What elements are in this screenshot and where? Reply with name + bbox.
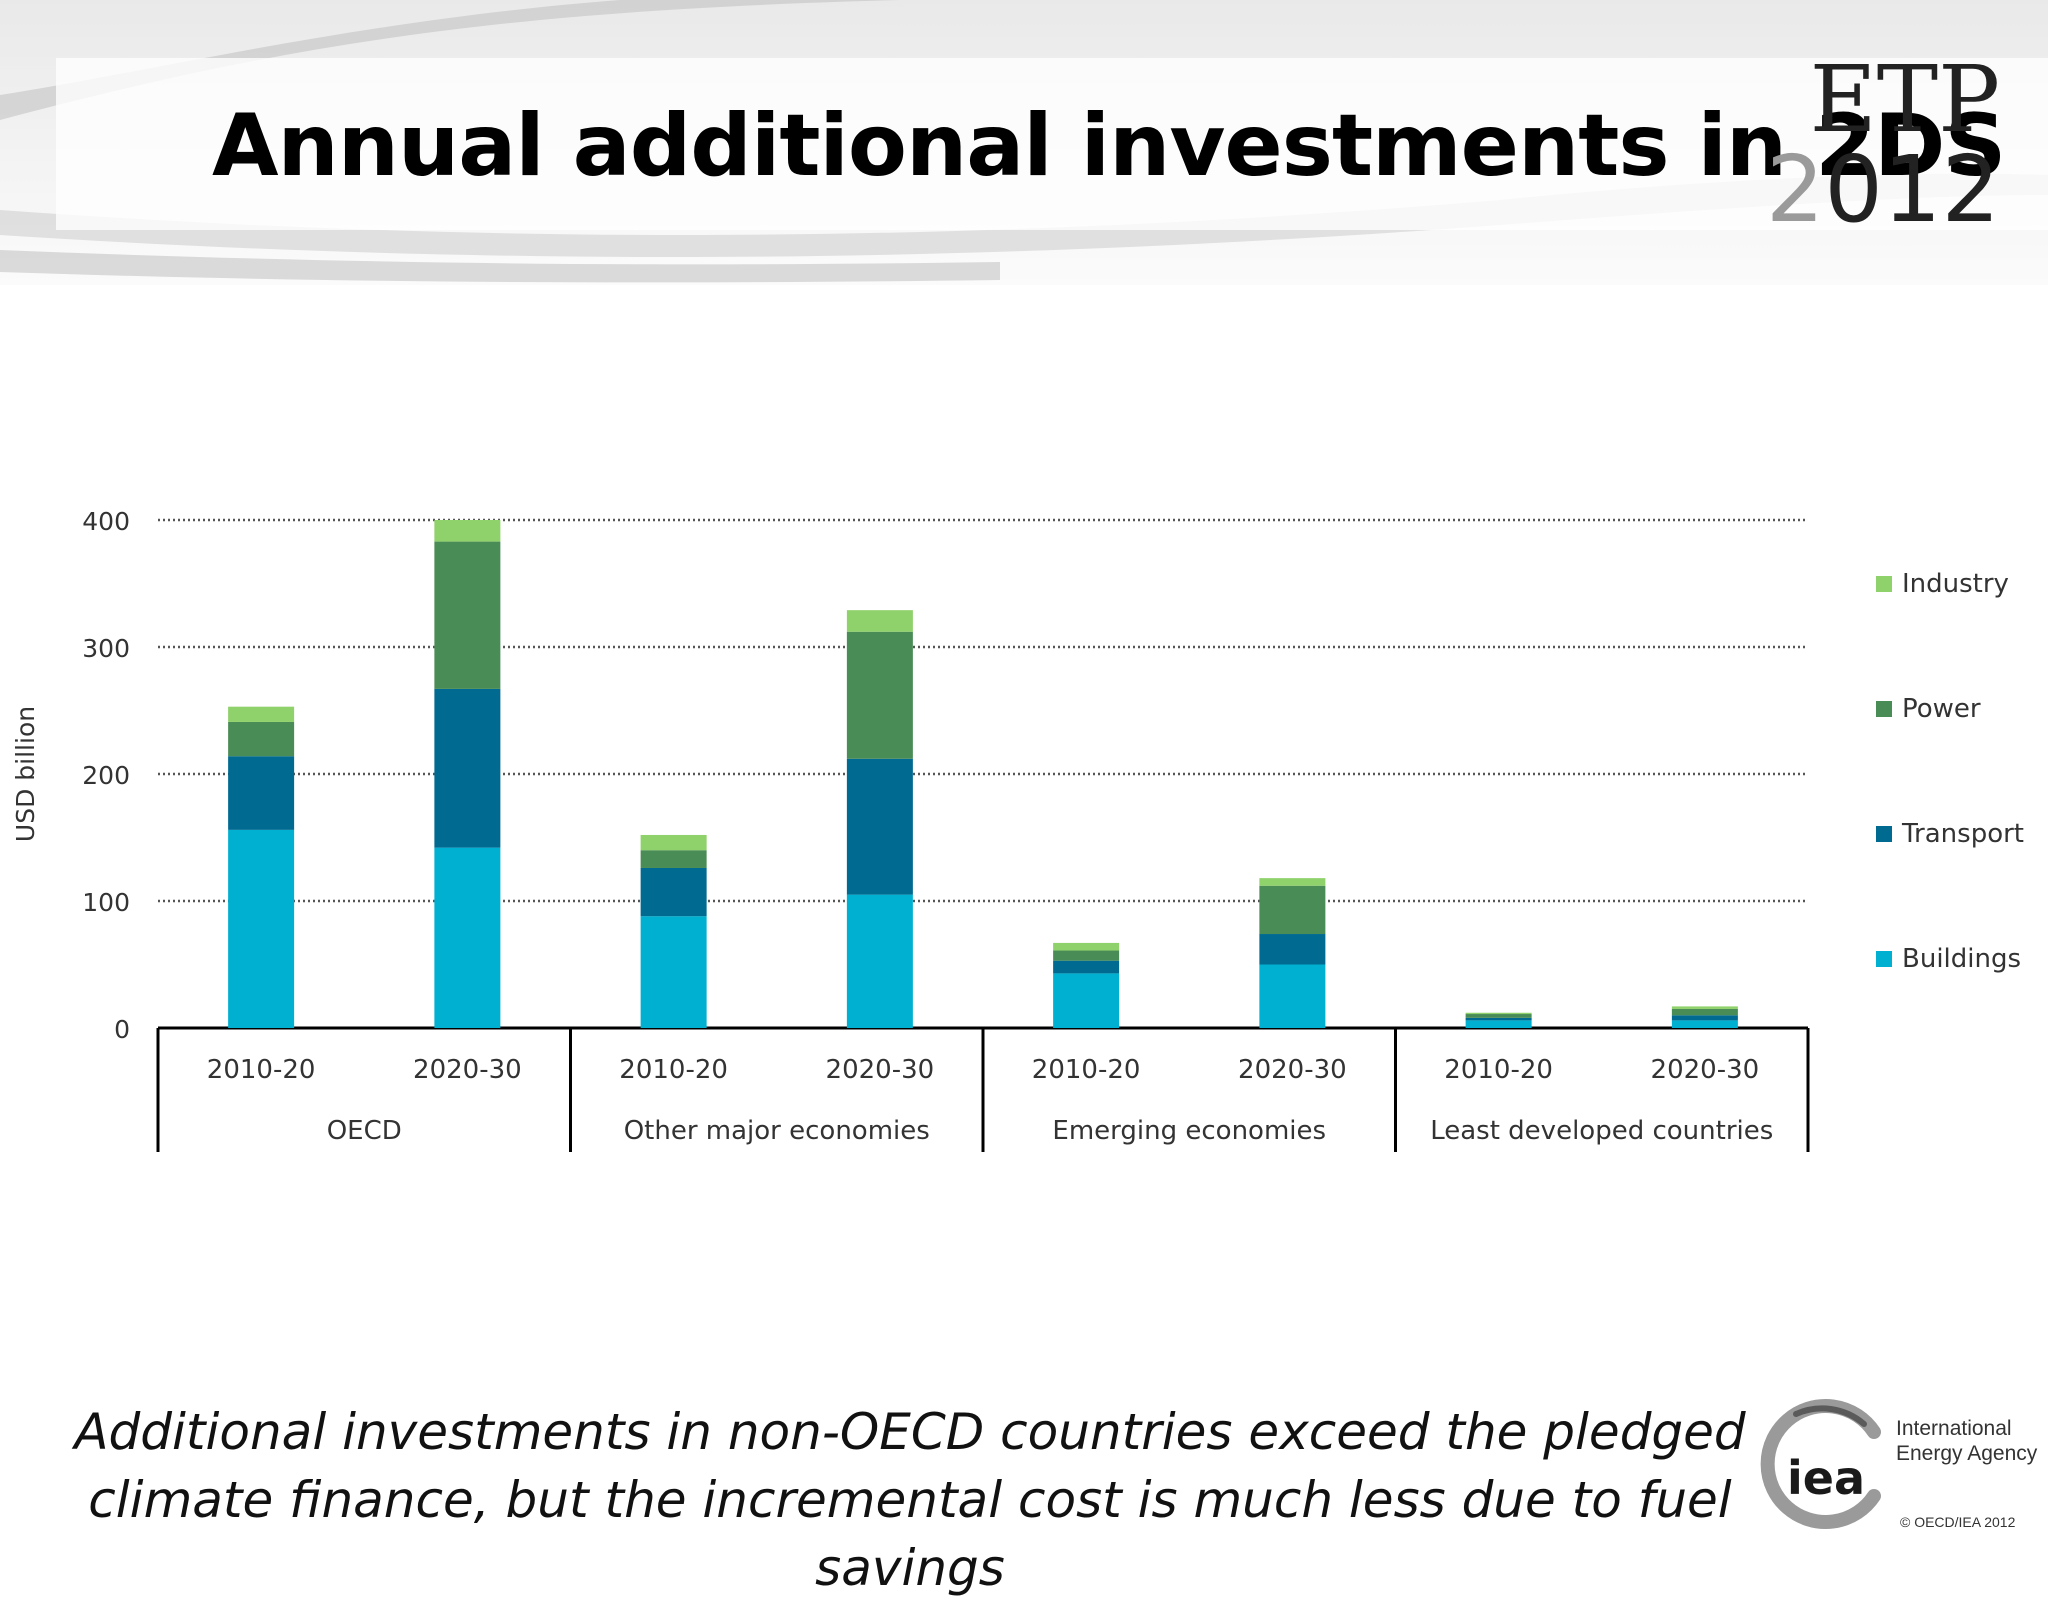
x-tick-label: 2020-30 xyxy=(1651,1055,1760,1085)
legend-swatch-transport xyxy=(1876,826,1892,842)
bar-segment-buildings xyxy=(846,894,913,1028)
chart-area: 0 100 200 300 400 USD billion 2010-20 2020-30 OE… xyxy=(0,480,2048,1200)
bar-segment-transport xyxy=(1465,1017,1532,1021)
bar-segment-transport xyxy=(1259,934,1326,965)
iea-logo: iea International Energy Agency xyxy=(1756,1394,2048,1536)
x-tick-label: 2010-20 xyxy=(207,1055,316,1085)
x-tick-label: 2010-20 xyxy=(1444,1055,1553,1085)
title-band xyxy=(56,58,2048,230)
iea-mark-icon: iea xyxy=(1760,1399,1881,1529)
y-tick-label: 0 xyxy=(114,1015,130,1044)
bar-segment-power xyxy=(1053,950,1120,961)
bar-segment-buildings xyxy=(1053,973,1120,1028)
y-tick-label: 100 xyxy=(82,888,130,917)
bar-segment-industry xyxy=(434,520,501,542)
bar-segment-transport xyxy=(228,756,295,830)
x-tick-label: 2020-30 xyxy=(826,1055,935,1085)
group-label: Emerging economies xyxy=(1052,1116,1326,1146)
etp-year-rest: 012 xyxy=(1824,136,2000,243)
x-tick-label: 2020-30 xyxy=(1238,1055,1347,1085)
iea-name: International Energy Agency xyxy=(1896,1416,2037,1466)
bar-segment-transport xyxy=(1053,960,1120,974)
iea-name-line2: Energy Agency xyxy=(1896,1442,2038,1465)
y-tick-label: 400 xyxy=(82,507,130,536)
bar-segment-power xyxy=(1465,1014,1532,1018)
legend-swatch-power xyxy=(1876,701,1892,717)
legend-label-industry: Industry xyxy=(1902,569,2009,599)
bar-segment-power xyxy=(1259,885,1326,935)
legend-swatch-buildings xyxy=(1876,951,1892,967)
x-tick-label: 2020-30 xyxy=(413,1055,522,1085)
iea-name-line1: International xyxy=(1896,1417,2012,1440)
y-tick-label: 200 xyxy=(82,761,130,790)
legend-swatch-industry xyxy=(1876,576,1892,592)
bar-segment-buildings xyxy=(228,829,295,1028)
decorative-swoosh xyxy=(0,0,2048,283)
bar-segment-industry xyxy=(640,834,707,851)
group-label: Least developed countries xyxy=(1430,1116,1773,1146)
iea-mark-text: iea xyxy=(1787,1451,1865,1505)
bar-segment-power xyxy=(846,631,913,759)
slide-caption: Additional investments in non-OECD count… xyxy=(74,1403,1746,1597)
y-axis-label: USD billion xyxy=(11,706,40,842)
bar-segment-transport xyxy=(846,758,913,895)
group-label: Other major economies xyxy=(624,1116,930,1146)
copyright: © OECD/IEA 2012 xyxy=(1900,1514,2016,1530)
legend-label-power: Power xyxy=(1902,694,1981,724)
bar-segment-transport xyxy=(1671,1015,1738,1021)
legend-label-buildings: Buildings xyxy=(1902,944,2021,974)
y-tick-label: 300 xyxy=(82,634,130,663)
slide-title: Annual additional investments in 2DS xyxy=(212,96,2006,196)
bar-segment-buildings xyxy=(1671,1020,1738,1028)
bar-segment-industry xyxy=(1465,1012,1532,1015)
bar-segment-industry xyxy=(228,706,295,722)
bar-segment-buildings xyxy=(434,847,501,1028)
etp-logo-text: ETP xyxy=(1809,46,2000,153)
etp-logo: ETP 2012 xyxy=(1766,46,2020,240)
bar-segment-buildings xyxy=(1259,964,1326,1028)
bar-segment-industry xyxy=(1671,1006,1738,1009)
bar-segment-power xyxy=(640,850,707,868)
bar-segment-power xyxy=(228,721,295,757)
bar-segment-buildings xyxy=(1465,1020,1532,1028)
bar-segment-industry xyxy=(1053,942,1120,951)
bar-segment-buildings xyxy=(640,916,707,1028)
group-label: OECD xyxy=(327,1116,402,1146)
stacked-bar-chart: 0 100 200 300 400 USD billion 2010-20 2020-30 OE… xyxy=(11,507,2024,1152)
bar-segment-transport xyxy=(434,688,501,848)
bar-segment-industry xyxy=(1259,878,1326,886)
bar-segment-transport xyxy=(640,867,707,917)
x-tick-label: 2010-20 xyxy=(1032,1055,1141,1085)
bar-segment-power xyxy=(434,541,501,689)
bar-segment-industry xyxy=(846,610,913,632)
x-tick-label: 2010-20 xyxy=(619,1055,728,1085)
bar-segment-power xyxy=(1671,1008,1738,1016)
etp-year-first-digit: 2 xyxy=(1765,136,1825,243)
etp-logo-year: 2012 xyxy=(1766,140,2000,240)
legend-label-transport: Transport xyxy=(1901,819,2024,849)
